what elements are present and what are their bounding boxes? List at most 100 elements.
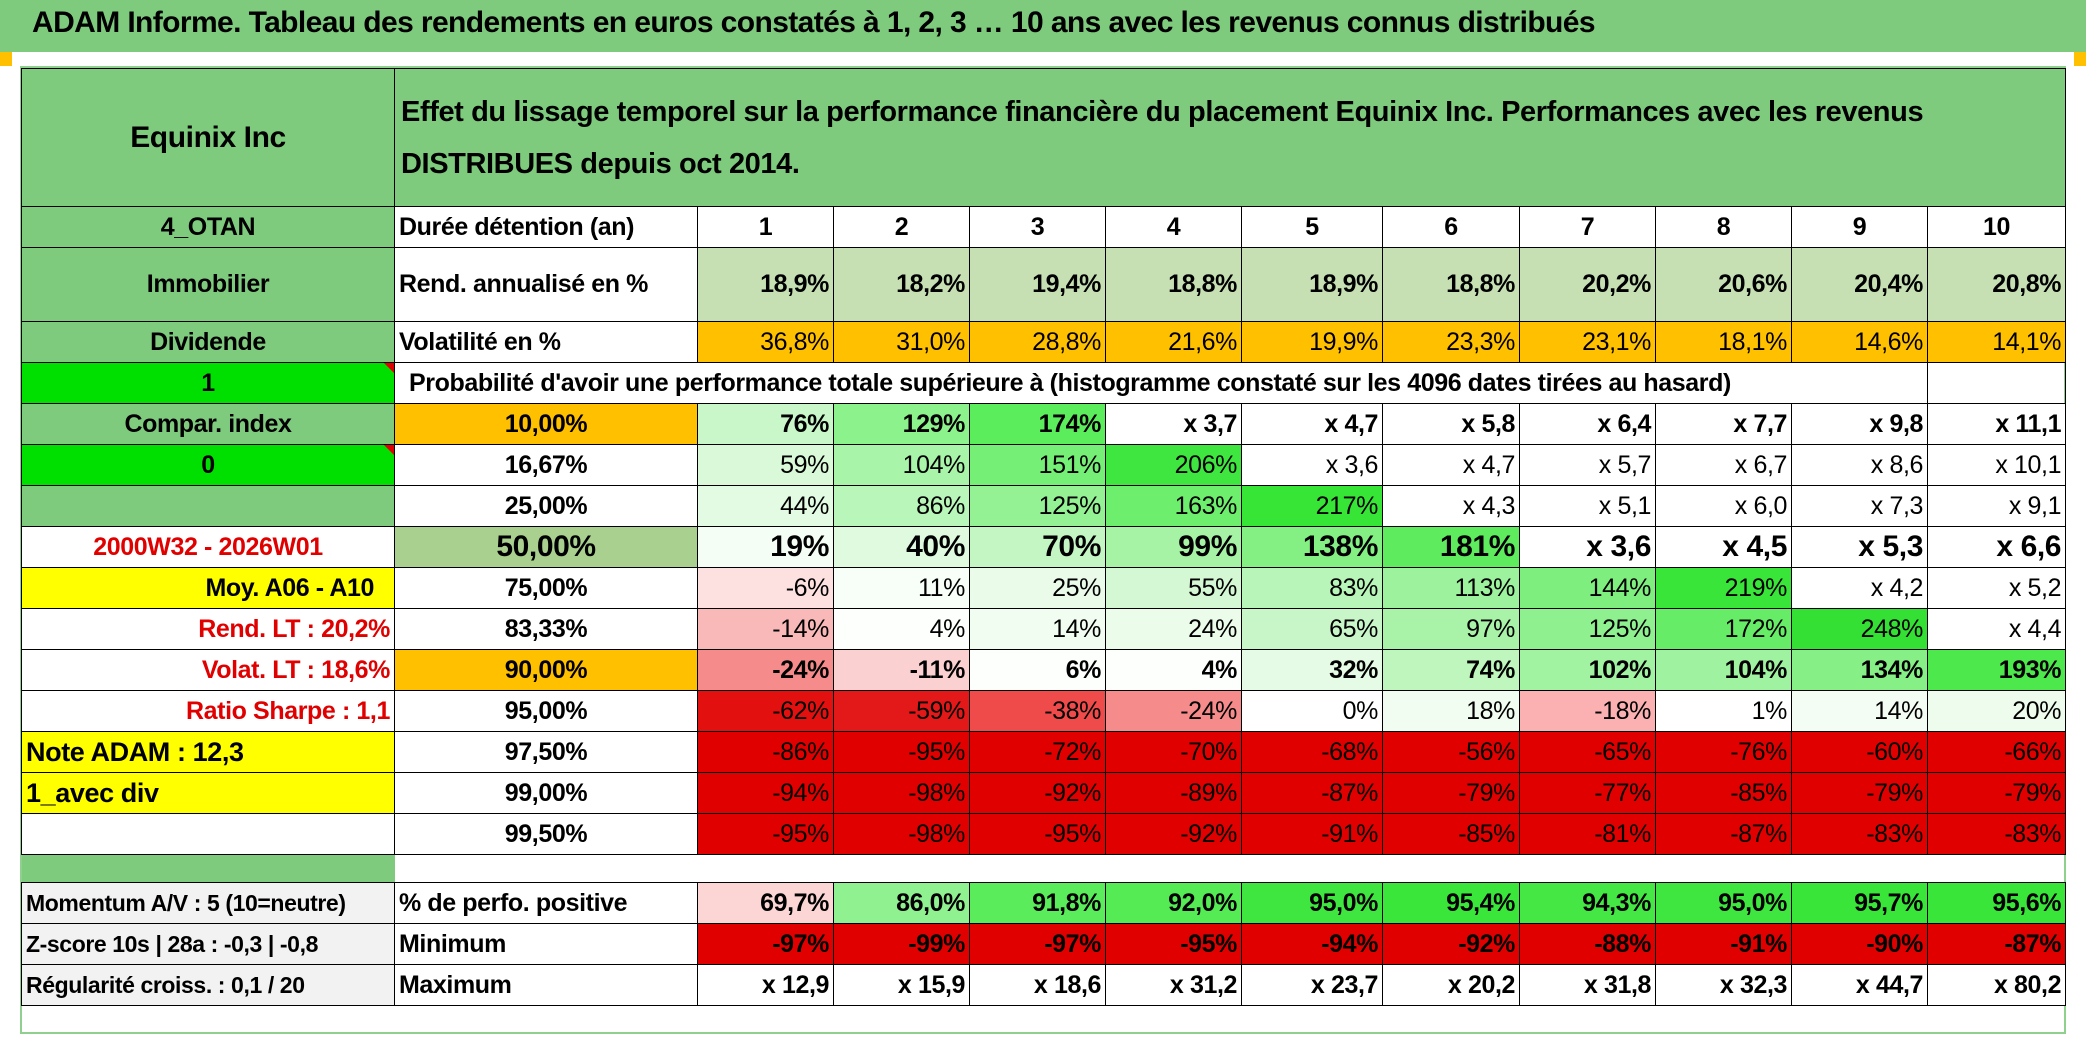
performance-table: Equinix Inc Effet du lissage temporel su…	[21, 68, 2067, 1006]
quantile-cell: -98%	[833, 813, 970, 855]
quantile-cell: 14%	[969, 608, 1106, 650]
quantile-cell: -6%	[697, 567, 834, 609]
quantile-cell: -95%	[969, 813, 1106, 855]
spacer-row	[21, 854, 2066, 883]
empty-label	[21, 485, 395, 527]
quantile-cell: x 5,8	[1382, 403, 1520, 445]
quantile-cell: x 4,5	[1655, 526, 1792, 568]
title-bar: ADAM Informe. Tableau des rendements en …	[0, 0, 2086, 52]
quantile-cell: 14%	[1791, 690, 1928, 732]
quantile-cell: 11%	[833, 567, 970, 609]
quantile-cell: -66%	[1926, 731, 2067, 773]
vol-cell: 19,9%	[1241, 321, 1383, 363]
min-cell: -90%	[1791, 923, 1928, 965]
quantile-cell: -62%	[697, 690, 834, 732]
probability-label: Probabilité d'avoir une performance tota…	[394, 362, 1928, 404]
quantile-cell: x 4,7	[1241, 403, 1383, 445]
quantile-cell: 113%	[1382, 567, 1520, 609]
asset-sector: Immobilier	[21, 247, 395, 322]
vol-cell: 14,1%	[1926, 321, 2067, 363]
note-adam-label: Note ADAM : 12,3	[21, 731, 395, 773]
positive-label: % de perfo. positive	[394, 882, 698, 924]
compar-index-label: Compar. index	[21, 403, 395, 445]
min-cell: -99%	[833, 923, 970, 965]
quantile-cell: 134%	[1791, 649, 1928, 691]
positive-cell: 69,7%	[697, 882, 834, 924]
table-description: Effet du lissage temporel sur la perform…	[393, 68, 2067, 207]
year-header: 8	[1655, 206, 1792, 248]
quantile-cell: -79%	[1926, 772, 2067, 814]
quantile-cell: x 3,6	[1241, 444, 1383, 486]
positive-cell: 95,6%	[1926, 882, 2067, 924]
quantile-cell: -94%	[697, 772, 834, 814]
positive-cell: 95,4%	[1382, 882, 1520, 924]
positive-cell: 95,7%	[1791, 882, 1928, 924]
quantile-cell: 1%	[1655, 690, 1792, 732]
quantile-cell: x 6,0	[1655, 485, 1792, 527]
quantile-cell: -60%	[1791, 731, 1928, 773]
summary-row: Momentum A/V : 5 (10=neutre)% de perfo. …	[21, 882, 2067, 924]
quantile-cell: -95%	[833, 731, 970, 773]
vol-cell: 21,6%	[1105, 321, 1242, 363]
positive-cell: 95,0%	[1241, 882, 1383, 924]
value-one: 1	[21, 362, 395, 404]
quantile-cell: -89%	[1105, 772, 1242, 814]
quantile-cell: 144%	[1519, 567, 1656, 609]
asset-name: Equinix Inc	[21, 68, 395, 207]
quantile-cell: x 11,1	[1926, 403, 2067, 445]
quantile-cell: 104%	[833, 444, 970, 486]
min-cell: -88%	[1519, 923, 1656, 965]
quantile-label: 83,33%	[394, 608, 698, 650]
quantile-label: 75,00%	[394, 567, 698, 609]
quantile-cell: -95%	[697, 813, 834, 855]
quantile-cell: -14%	[697, 608, 834, 650]
quantile-cell: -24%	[697, 649, 834, 691]
quantile-cell: 18%	[1382, 690, 1520, 732]
zscore-label: Z-score 10s | 28a : -0,3 | -0,8	[21, 923, 395, 965]
max-cell: x 15,9	[833, 964, 970, 1006]
quantile-cell: x 7,7	[1655, 403, 1792, 445]
rend-cell: 20,8%	[1926, 247, 2067, 322]
rend-lt-label: Rend. LT : 20,2%	[21, 608, 395, 650]
min-cell: -97%	[697, 923, 834, 965]
quantile-cell: x 4,2	[1791, 567, 1928, 609]
quantile-cell: 181%	[1382, 526, 1520, 568]
quantile-label: 99,00%	[394, 772, 698, 814]
max-cell: x 20,2	[1382, 964, 1520, 1006]
asset-code: 4_OTAN	[21, 206, 395, 248]
year-header: 10	[1926, 206, 2067, 248]
positive-cell: 91,8%	[969, 882, 1106, 924]
summary-row: Z-score 10s | 28a : -0,3 | -0,8 Minimum -9…	[21, 923, 2067, 965]
rend-cell: 18,9%	[697, 247, 834, 322]
min-cell: -97%	[969, 923, 1106, 965]
quantile-cell: -81%	[1519, 813, 1656, 855]
quantile-cell: -85%	[1382, 813, 1520, 855]
year-header: 3	[969, 206, 1106, 248]
rend-cell: 20,4%	[1791, 247, 1928, 322]
quantile-cell: 65%	[1241, 608, 1383, 650]
vol-cell: 23,1%	[1519, 321, 1656, 363]
quantile-cell: -70%	[1105, 731, 1242, 773]
year-header: 7	[1519, 206, 1656, 248]
quantile-cell: x 6,4	[1519, 403, 1656, 445]
min-cell: -91%	[1655, 923, 1792, 965]
quantile-cell: 40%	[833, 526, 970, 568]
quantile-cell: 104%	[1655, 649, 1792, 691]
quantile-cell: -77%	[1519, 772, 1656, 814]
quantile-cell: x 5,7	[1519, 444, 1656, 486]
year-header: 4	[1105, 206, 1242, 248]
quantile-cell: 99%	[1105, 526, 1242, 568]
quantile-row: 25,00% 44% 86% 125% 163% 217% x 4,3 x 5,1 x 6,0 x…	[21, 485, 2067, 527]
quantile-label: 90,00%	[394, 649, 698, 691]
quantile-cell: 19%	[697, 526, 834, 568]
quantile-cell: -79%	[1382, 772, 1520, 814]
asset-type: Dividende	[21, 321, 395, 363]
corner-marker	[2074, 52, 2086, 66]
quantile-row: 99,50% -95% -98% -95% -92% -91% -85% -81% -87% -8…	[21, 813, 2067, 855]
quantile-cell: 76%	[697, 403, 834, 445]
quantile-label: 97,50%	[394, 731, 698, 773]
max-cell: x 32,3	[1655, 964, 1792, 1006]
vol-cell: 31,0%	[833, 321, 970, 363]
vol-cell: 23,3%	[1382, 321, 1520, 363]
rend-cell: 19,4%	[969, 247, 1106, 322]
